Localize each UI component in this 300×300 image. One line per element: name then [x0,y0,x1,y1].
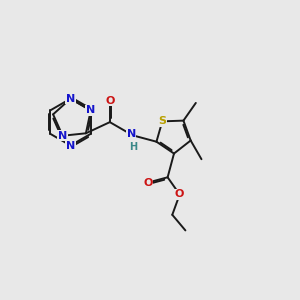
Text: N: N [86,105,95,116]
Text: O: O [105,95,115,106]
Text: N: N [66,94,75,104]
Text: O: O [143,178,153,188]
Text: N: N [58,131,67,141]
Text: H: H [129,142,137,152]
Text: S: S [158,116,166,126]
Text: N: N [66,140,75,151]
Text: O: O [175,190,184,200]
Text: N: N [127,129,136,139]
